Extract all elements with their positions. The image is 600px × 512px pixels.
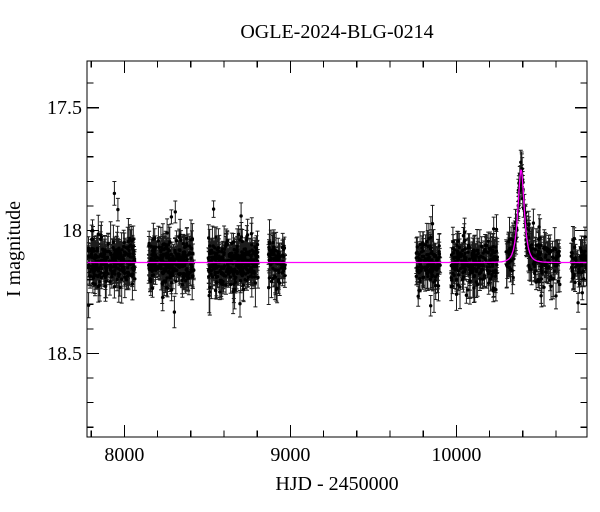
- y-tick-label: 18.5: [47, 343, 82, 365]
- y-axis-title: I magnitude: [3, 201, 25, 297]
- x-tick-label: 8000: [104, 444, 144, 466]
- data-layer: [87, 149, 587, 329]
- plot-frame: [86, 60, 588, 438]
- y-tick-label: 17.5: [47, 97, 82, 119]
- axis-tick-labels: 8000 9000 10000 17.5 18 18.5: [47, 97, 481, 466]
- y-tick-label: 18: [62, 220, 82, 242]
- x-tick-label: 10000: [431, 444, 481, 466]
- data-points: [87, 160, 587, 314]
- axis-ticks: [87, 61, 587, 437]
- model-curve: [87, 169, 587, 264]
- x-tick-label: 9000: [270, 444, 310, 466]
- plot-title: OGLE-2024-BLG-0214: [240, 21, 433, 43]
- tick-marks: [87, 61, 587, 437]
- x-axis-title: HJD - 2450000: [275, 473, 398, 495]
